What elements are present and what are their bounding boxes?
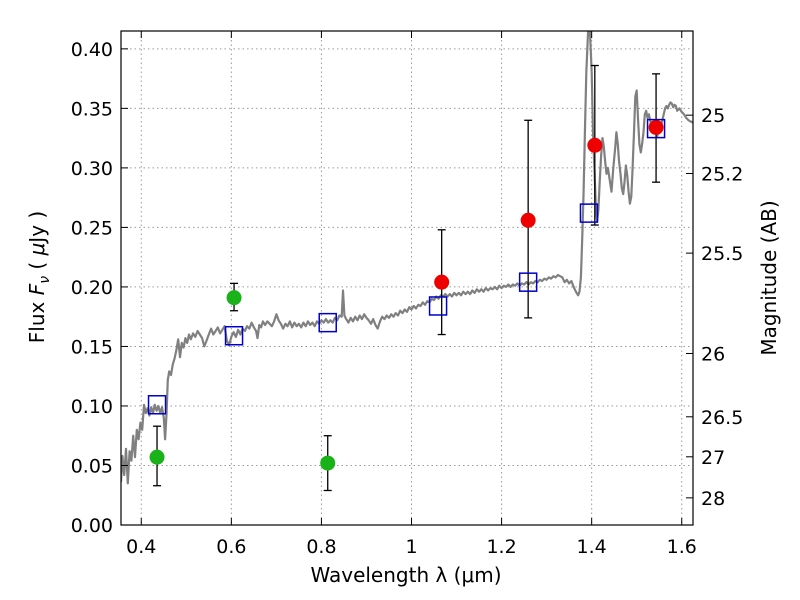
y-tick-label: 0.05 [71, 455, 113, 477]
right-tick-label: 25 [701, 105, 725, 127]
red-data-point [520, 212, 536, 228]
right-tick-label: 26.5 [701, 407, 743, 429]
y-axis-label-prefix: Flux [25, 295, 49, 343]
model-photometry-square [518, 272, 538, 292]
right-tick-label: 25.5 [701, 243, 743, 265]
y-tick-label: 0.00 [71, 515, 113, 537]
red-data-point [587, 137, 603, 153]
right-tick-label: 27 [701, 447, 725, 469]
y-tick-label: 0.25 [71, 217, 113, 239]
model-photometry-square [318, 312, 337, 333]
x-tick-label: 1.4 [577, 536, 607, 558]
y-axis-label-paren: ( [25, 255, 49, 276]
model-photometry-square [147, 395, 167, 415]
green-data-point [149, 449, 165, 465]
x-tick-label: 1.6 [667, 536, 697, 558]
model-photometry-square [579, 203, 599, 223]
y-axis-label-unit: Jy ) [25, 211, 49, 245]
model-photometry-layer [147, 118, 666, 415]
y-axis-label-mu: μ [25, 243, 49, 257]
x-tick-label: 1.2 [486, 536, 516, 558]
model-photometry-square [428, 296, 448, 316]
right-tick-label: 25.2 [701, 163, 743, 185]
y-tick-label: 0.40 [71, 39, 113, 61]
model-photometry-square [646, 118, 666, 139]
y-tick-label: 0.35 [71, 98, 113, 120]
right-tick-label: 28 [701, 488, 725, 510]
red-data-point [648, 119, 664, 135]
right-axis-label: Magnitude (AB) [757, 200, 781, 355]
x-tick-label: 0.6 [216, 536, 246, 558]
axis-ticks: 0.4 0.6 0.8 1 1.2 1.4 1.6 0.00 0.05 0.10 0.15 0.20 0… [71, 31, 743, 558]
right-tick-label: 26 [701, 343, 725, 365]
x-tick-label: 0.8 [306, 536, 336, 558]
plot-frame [120, 30, 694, 526]
y-tick-label: 0.30 [71, 158, 113, 180]
red-data-point [434, 274, 450, 290]
y-tick-label: 0.10 [71, 396, 113, 418]
model-photometry-square [224, 325, 244, 346]
x-tick-label: 1 [405, 536, 417, 558]
y-tick-label: 0.20 [71, 277, 113, 299]
y-axis-label-subscript: ν [37, 276, 53, 284]
x-axis-label: Wavelength λ (μm) [310, 563, 501, 587]
y-tick-label: 0.15 [71, 336, 113, 358]
marker-layer [149, 119, 664, 471]
y-axis-label-symbol: F [25, 283, 49, 295]
green-data-point [320, 455, 336, 471]
model-spectrum-layer [121, 31, 693, 485]
model-spectrum-line [121, 31, 693, 485]
y-axis-label: Flux Fν ( μJy ) [25, 211, 53, 343]
x-tick-label: 0.4 [126, 536, 156, 558]
green-data-point [226, 290, 242, 306]
